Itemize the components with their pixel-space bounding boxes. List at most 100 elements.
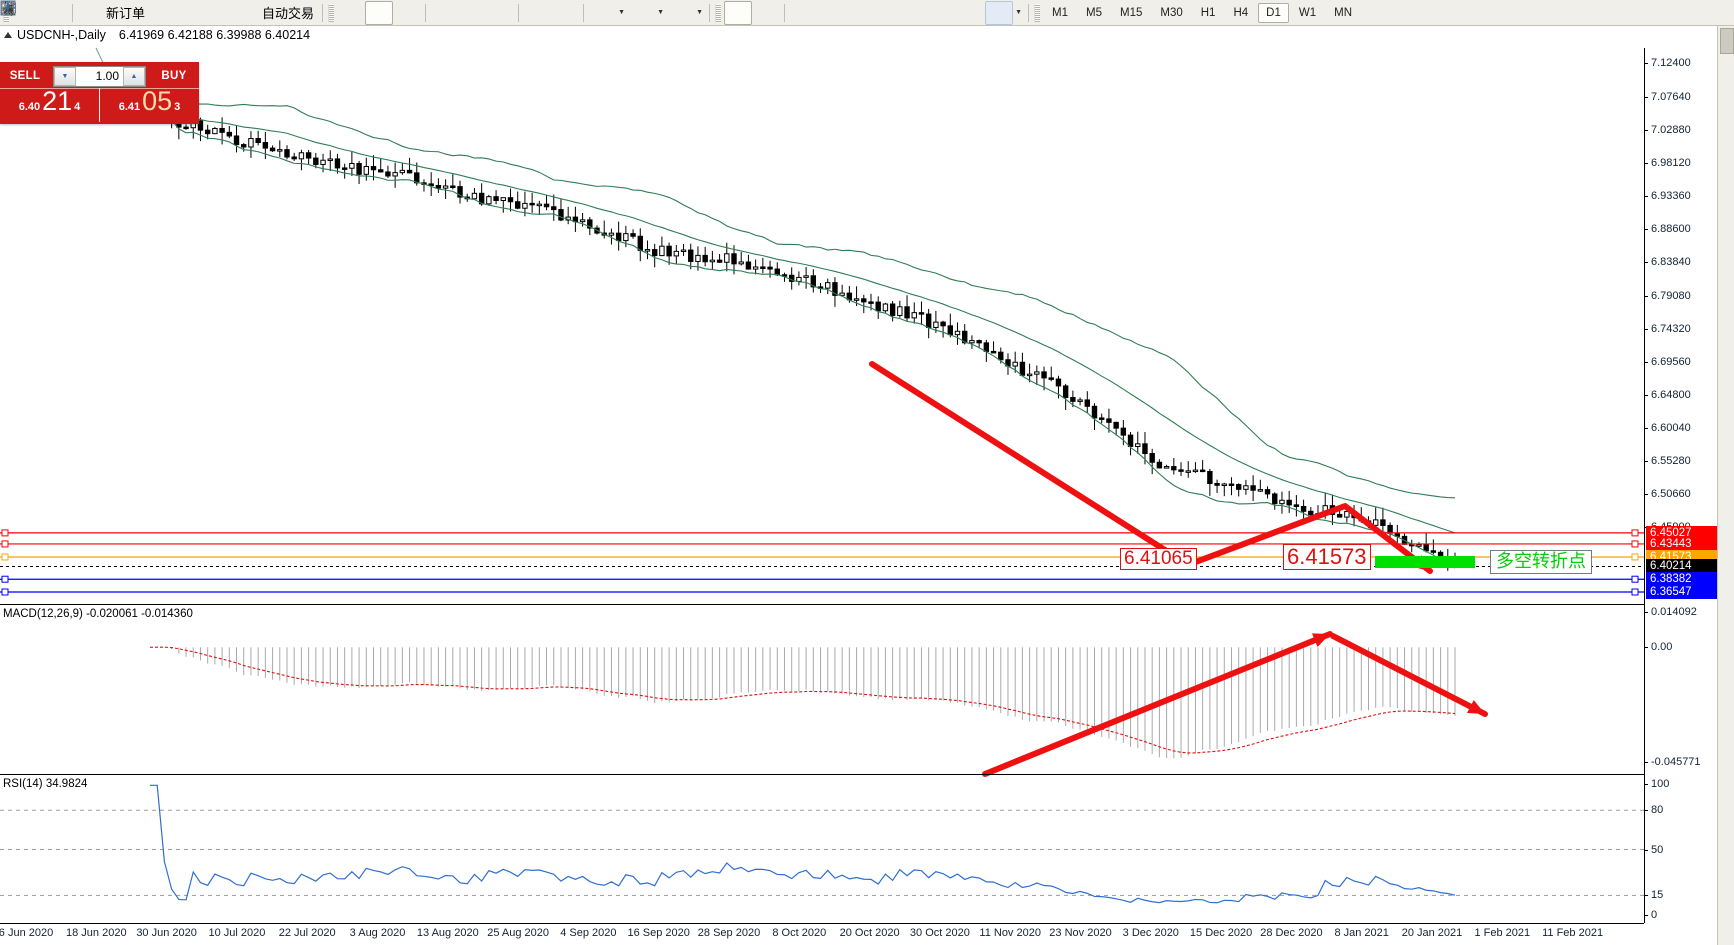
- timeframe-h1[interactable]: H1: [1200, 6, 1216, 19]
- toolbar-separator-3: [425, 3, 427, 22]
- cursor-icon[interactable]: [4, 0, 753, 25]
- toolbar-grip-2[interactable]: [328, 3, 335, 22]
- rsi-line: [150, 784, 1456, 904]
- price-line-handle: [1631, 575, 1639, 583]
- buy-price-big: 05: [142, 86, 173, 116]
- main-toolbar: 新订单 自动交易 ▼ ▼: [0, 0, 1734, 26]
- macd-indicator-label: MACD(12,26,9) -0.020061 -0.014360: [3, 608, 193, 620]
- indicators-chevron-down-icon[interactable]: ▼: [696, 9, 703, 16]
- data-grid-icon[interactable]: [1, 1, 514, 25]
- autotrading-icon[interactable]: [1, 1, 261, 25]
- price-tick-2: 7.02880: [1644, 124, 1691, 136]
- crosshair-icon[interactable]: [2, 1, 780, 25]
- scrollbar-thumb[interactable]: [1720, 28, 1734, 54]
- candlestick-series: [147, 95, 1458, 571]
- timeframe-m5[interactable]: M5: [1086, 6, 1102, 19]
- timeframe-m15[interactable]: M15: [1120, 6, 1143, 19]
- svg-text:F: F: [11, 12, 15, 18]
- one-click-trading-panel[interactable]: SELL ▼ 1.00 ▲ BUY 6.40 21 4 6.41 05 3: [0, 62, 199, 124]
- volume-input[interactable]: 1.00: [95, 68, 119, 83]
- svg-text:T: T: [6, 4, 12, 15]
- price-level-label-6.40214[interactable]: 6.40214: [1646, 559, 1729, 574]
- chart-canvas[interactable]: [0, 26, 1644, 945]
- price-line-handle: [1631, 540, 1639, 548]
- autotrading-button[interactable]: 自动交易: [262, 6, 315, 21]
- volume-stepper[interactable]: ▼ 1.00 ▲: [53, 65, 146, 87]
- sell-price-sup: 4: [74, 101, 81, 113]
- time-tick-8: 4 Sep 2020: [560, 927, 617, 939]
- time-tick-6: 13 Aug 2020: [416, 927, 479, 939]
- vertical-scrollbar[interactable]: [1717, 26, 1734, 945]
- timeframe-m1[interactable]: M1: [1052, 6, 1069, 19]
- price-level-label-6.36547[interactable]: 6.36547: [1646, 585, 1729, 599]
- timeframe-mn[interactable]: MN: [1334, 6, 1352, 19]
- collapse-triangle-icon[interactable]: [4, 32, 12, 38]
- shapes-icon[interactable]: [6, 0, 1014, 25]
- buy-price-head: 6.41: [118, 101, 141, 113]
- price-level-label-6.45027[interactable]: 6.45027: [1646, 525, 1729, 540]
- toolbar-separator-5: [583, 3, 585, 22]
- bar-chart-icon[interactable]: [2, 1, 365, 25]
- buy-price[interactable]: 6.41 05 3: [99, 88, 199, 122]
- trend-annotation-arrows: [869, 361, 1488, 777]
- timeframe-m30[interactable]: M30: [1160, 6, 1183, 19]
- signals-icon[interactable]: [1, 1, 233, 25]
- new-order-icon[interactable]: [1, 0, 105, 25]
- green-highlight-bar[interactable]: [1375, 556, 1475, 568]
- zoom-out-icon[interactable]: [1, 1, 486, 25]
- toolbar-grip-4[interactable]: [1034, 3, 1041, 22]
- terminal-icon[interactable]: [1, 1, 205, 25]
- annotation-turning-point[interactable]: 多空转折点: [1490, 550, 1592, 574]
- chart-workspace[interactable]: USDCNH-,Daily 6.41969 6.42188 6.39988 6.…: [0, 26, 1734, 945]
- annotation-low-2[interactable]: 6.41573: [1283, 544, 1371, 570]
- time-tick-10: 28 Sep 2020: [697, 927, 761, 939]
- vertical-line-icon[interactable]: [7, 1, 817, 25]
- annotation-low-1[interactable]: 6.41065: [1120, 548, 1197, 570]
- time-tick-9: 16 Sep 2020: [627, 927, 690, 939]
- timeframe-w1[interactable]: W1: [1298, 6, 1317, 19]
- candlestick-chart-icon[interactable]: [2, 0, 394, 25]
- toolbar-grip-3[interactable]: [715, 3, 722, 22]
- timeframe-d1[interactable]: D1: [1258, 2, 1289, 23]
- time-tick-2: 30 Jun 2020: [136, 927, 197, 939]
- chart-shift-icon[interactable]: [2, 1, 551, 25]
- line-chart-icon[interactable]: [2, 1, 421, 25]
- price-scale[interactable]: 7.12400 7.07640 7.02880 6.98120 6.93360 6.886…: [1643, 48, 1734, 923]
- price-level-label-6.43443[interactable]: 6.43443: [1646, 536, 1729, 551]
- rsi-tick-0: 0: [1643, 909, 1657, 921]
- toolbar-separator-2: [322, 3, 324, 22]
- text-label-icon[interactable]: T: [2, 1, 985, 25]
- buy-button[interactable]: BUY: [161, 70, 187, 82]
- time-tick-4: 22 Jul 2020: [278, 927, 336, 939]
- templates-chevron-down-icon[interactable]: ▼: [618, 9, 625, 16]
- auto-scroll-icon[interactable]: [2, 1, 579, 25]
- period-icon[interactable]: [1, 1, 655, 25]
- expert-advisor-icon[interactable]: [1, 1, 177, 25]
- equidistant-channel-icon[interactable]: E: [1, 1, 901, 25]
- horizontal-line-icon[interactable]: [2, 1, 845, 25]
- trendline-icon[interactable]: [2, 1, 873, 25]
- price-tick-13: 6.50660: [1644, 488, 1691, 500]
- price-tick-12: 6.55280: [1644, 455, 1691, 467]
- sell-button[interactable]: SELL: [9, 70, 41, 82]
- zoom-in-icon[interactable]: [1, 1, 458, 25]
- trade-panel-prices: 6.40 21 4 6.41 05 3: [0, 88, 199, 122]
- price-level-label-6.38382[interactable]: 6.38382: [1646, 572, 1729, 587]
- shapes-chevron-down-icon[interactable]: ▼: [1015, 9, 1022, 16]
- timeframe-h4[interactable]: H4: [1233, 6, 1249, 19]
- time-scale[interactable]: 6 Jun 2020 18 Jun 2020 30 Jun 2020 10 Jul 2…: [0, 923, 1644, 945]
- price-line-handle: [1631, 529, 1639, 537]
- time-tick-0: 6 Jun 2020: [0, 927, 54, 939]
- text-icon[interactable]: A: [4, 1, 957, 25]
- new-order-button[interactable]: 新订单: [106, 6, 146, 21]
- templates-icon[interactable]: [2, 1, 616, 25]
- data-window-icon[interactable]: [0, 0, 68, 25]
- period-chevron-down-icon[interactable]: ▼: [657, 9, 664, 16]
- sell-price[interactable]: 6.40 21 4: [0, 88, 99, 122]
- indicators-icon[interactable]: [1, 1, 694, 25]
- time-tick-12: 20 Oct 2020: [839, 927, 900, 939]
- rsi-tick-80: 80: [1643, 804, 1663, 816]
- fibonacci-icon[interactable]: F: [1, 1, 929, 25]
- volume-decrement-button[interactable]: ▼: [54, 66, 76, 86]
- volume-increment-button[interactable]: ▲: [123, 66, 145, 86]
